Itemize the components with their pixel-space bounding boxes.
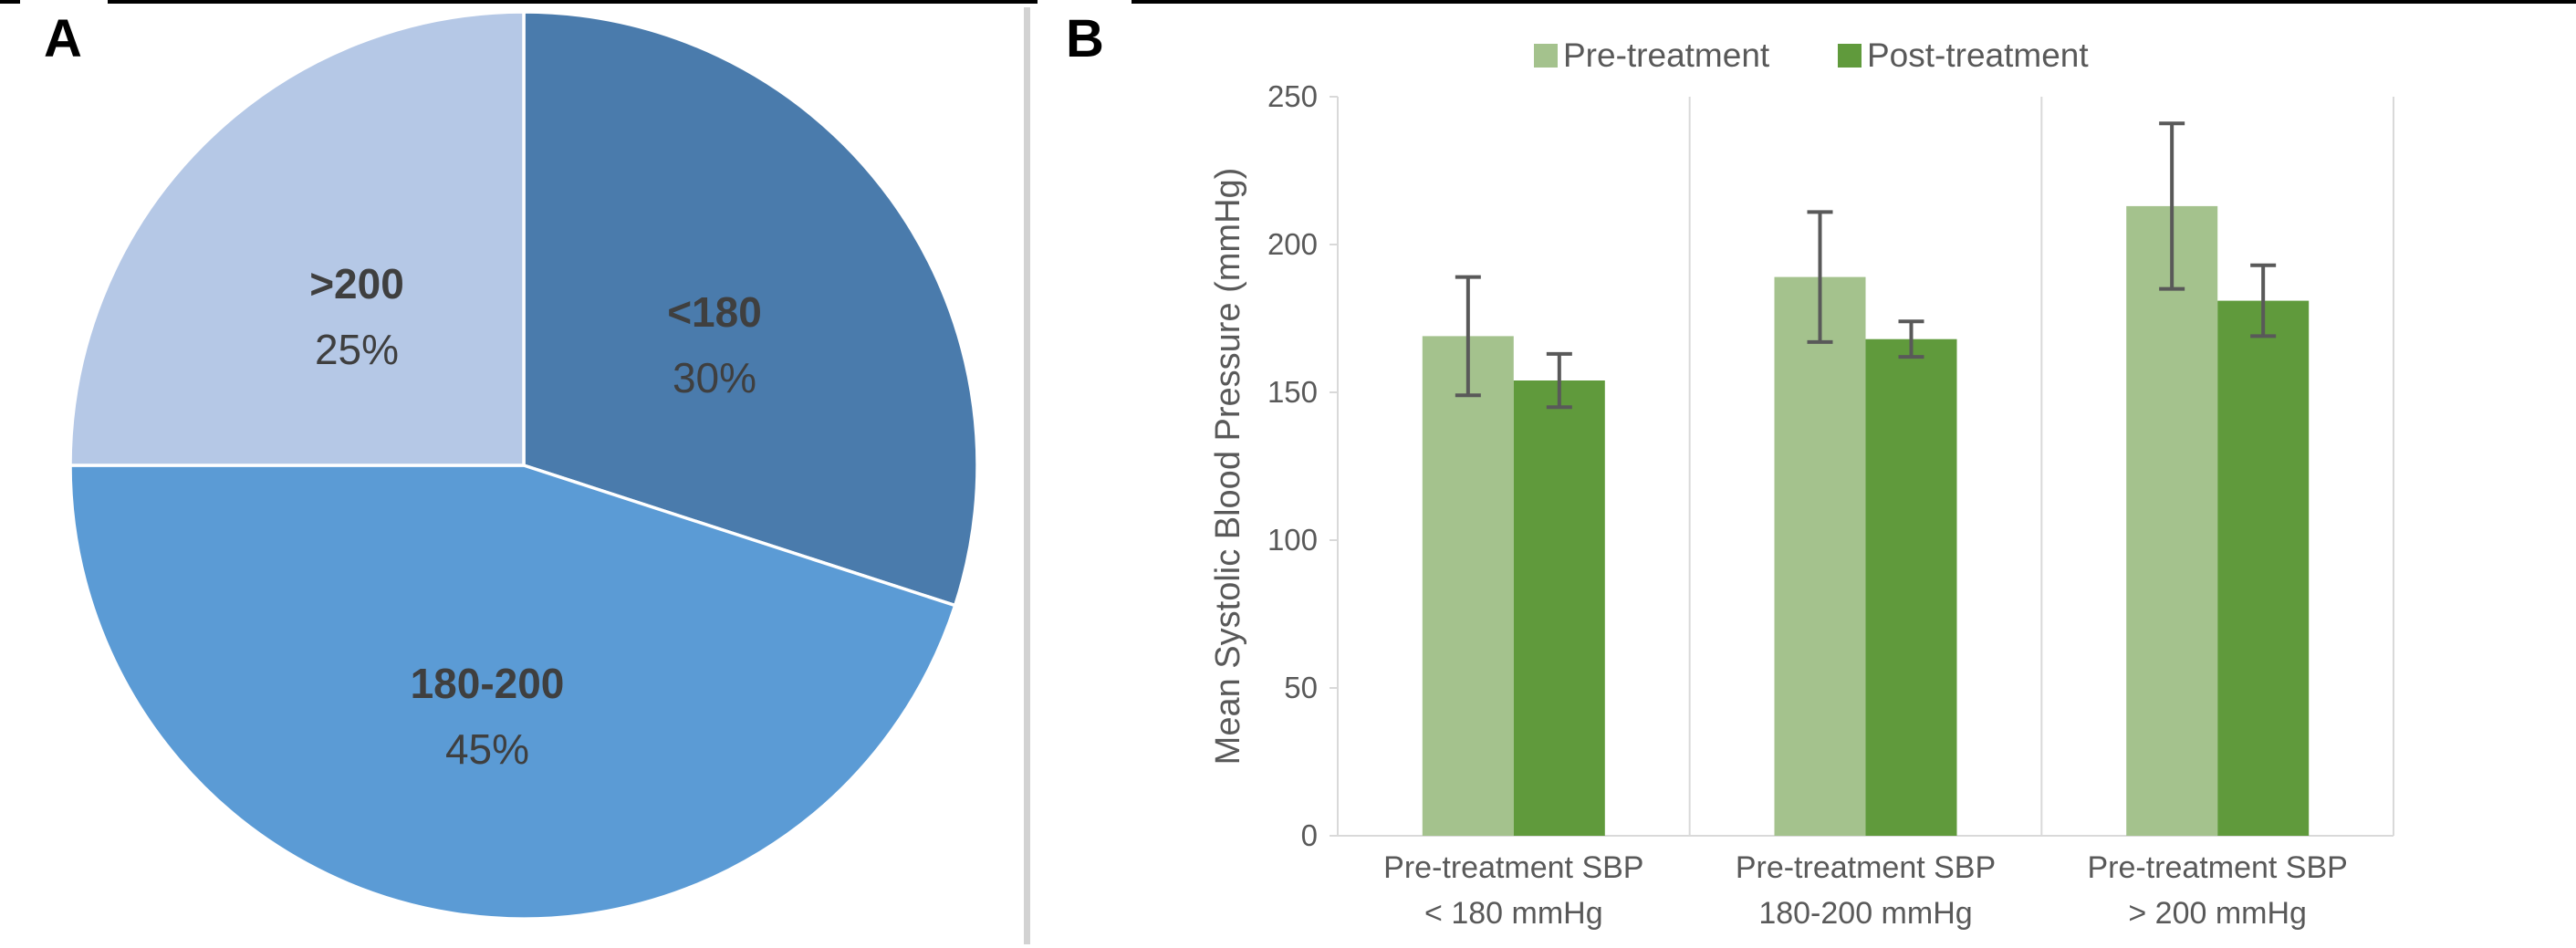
bar-post-treatment — [1865, 339, 1957, 836]
panel-b-label: B — [1066, 9, 1104, 68]
pie-slice — [68, 464, 957, 921]
pie-slice — [522, 10, 979, 608]
pie-slice-percent: 30% — [673, 354, 756, 401]
y-tick-label: 250 — [1267, 79, 1318, 113]
category-label: Pre-treatment SBP 180-200 mmHg — [1736, 850, 1996, 931]
legend-label-pre-treatment: Pre-treatment — [1563, 36, 1770, 74]
bar-pre-treatment — [1774, 276, 1866, 837]
y-tick-label: 200 — [1267, 227, 1318, 261]
bar-pre-treatment — [1422, 336, 1514, 836]
category-label: Pre-treatment SBP < 180 mmHg — [1383, 850, 1643, 931]
pie-chart: <180 30% 180-200 45% >200 25% — [68, 10, 979, 921]
pie-slice-label: 180-200 — [411, 660, 565, 707]
pie-slice-label: >200 — [309, 260, 404, 307]
y-tick-label: 150 — [1267, 375, 1318, 409]
bar-post-treatment — [2217, 300, 2310, 837]
category-label: Pre-treatment SBP > 200 mmHg — [2087, 850, 2347, 931]
y-axis-title: Mean Systolic Blood Pressure (mmHg) — [1209, 168, 1247, 766]
panel-a-label: A — [44, 9, 82, 68]
y-tick-label: 100 — [1267, 523, 1318, 557]
legend-label-post-treatment: Post-treatment — [1867, 36, 2089, 74]
pie-slice-label: <180 — [667, 288, 762, 336]
panel-a-top-border-left — [0, 0, 20, 4]
y-tick-label: 50 — [1284, 671, 1318, 704]
bar-chart: Pre-treatment Post-treatment 0 50 100 150 20… — [1209, 36, 2394, 931]
panel-b-top-border — [1132, 0, 2576, 4]
pie-slice-percent: 25% — [315, 326, 399, 373]
pie-slice-percent: 45% — [445, 725, 529, 773]
bar-pre-treatment — [2126, 205, 2218, 836]
bar-post-treatment — [1513, 380, 1605, 836]
legend-swatch-post-treatment — [1838, 44, 1862, 68]
legend-swatch-pre-treatment — [1534, 44, 1558, 68]
pie-slice — [68, 10, 526, 467]
panel-divider — [1024, 7, 1030, 944]
panel-a-top-border — [108, 0, 1038, 4]
y-tick-label: 0 — [1301, 818, 1318, 852]
